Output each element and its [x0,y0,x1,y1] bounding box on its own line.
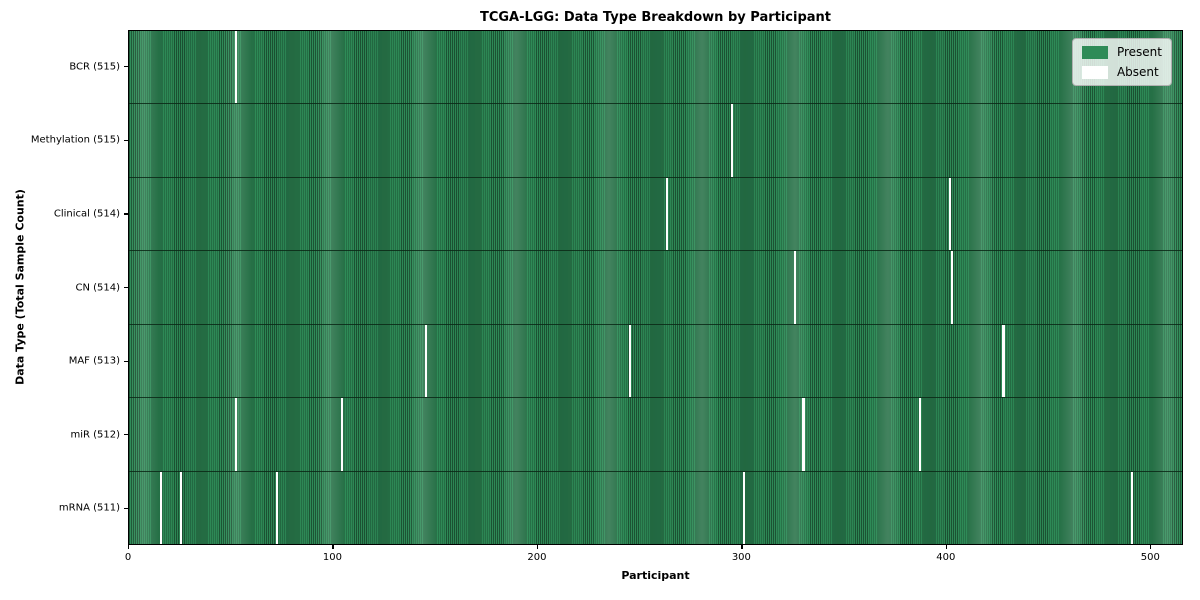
ytick-mark-mir [124,434,128,436]
row-bcr [129,31,1182,105]
legend-entry-present: Present [1081,45,1162,59]
legend-swatch-absent [1081,65,1108,79]
ytick-label-cn: CN (514) [75,282,120,293]
absent-marker-mir [341,398,344,471]
ytick-mark-mrna [124,507,128,509]
absent-marker-mrna [743,471,746,544]
absent-marker-maf [424,324,427,398]
legend-entry-absent: Absent [1081,65,1162,79]
absent-marker-maf [628,324,632,398]
legend-swatch-present [1081,45,1108,59]
absent-marker-methylation [731,104,734,177]
absent-marker-mrna [159,471,162,544]
row-methylation [129,104,1182,178]
absent-marker-mrna [275,471,279,544]
absent-marker-mir [918,398,921,471]
chart-title: TCGA-LGG: Data Type Breakdown by Partici… [479,10,832,25]
ytick-label-clinical: Clinical (514) [53,208,120,220]
absent-marker-cn [951,251,954,324]
absent-marker-clinical [665,177,668,251]
absent-marker-maf [1002,324,1005,398]
absent-marker-mir [235,398,238,471]
ytick-mark-maf [124,360,128,362]
xtick-mark-300 [741,545,743,549]
absent-marker-mrna [1130,471,1134,544]
xtick-label-200: 200 [527,552,547,563]
ytick-label-mir: miR (512) [70,429,120,441]
xtick-mark-200 [536,545,539,549]
heatmap-rows [129,31,1182,544]
legend-label-present: Present [1116,45,1162,59]
xtick-label-0: 0 [124,552,132,563]
xtick-label-500: 500 [1140,552,1160,563]
ytick-label-mrna: mRNA (511) [58,502,120,514]
xtick-mark-0 [128,545,130,549]
ytick-mark-cn [124,287,128,289]
xtick-label-100: 100 [322,552,342,563]
xtick-mark-500 [1150,545,1152,549]
ytick-label-maf: MAF (513) [68,355,120,367]
legend-label-absent: Absent [1116,65,1159,79]
x-axis-title: Participant [621,569,690,582]
ytick-mark-clinical [124,213,128,215]
ytick-label-methylation: Methylation (515) [30,134,120,146]
legend: Present Absent [1071,38,1172,86]
xtick-label-300: 300 [731,552,751,563]
xtick-mark-400 [945,545,948,549]
ytick-mark-methylation [124,139,128,142]
row-cn [129,251,1182,325]
row-maf [129,324,1182,399]
absent-marker-mir [802,398,805,471]
xtick-label-400: 400 [936,552,956,563]
row-mir [129,398,1182,472]
ytick-label-bcr: BCR (515) [69,61,120,73]
row-clinical [129,177,1182,252]
absent-marker-bcr [235,31,238,104]
row-mrna [129,471,1182,544]
xtick-mark-100 [332,545,334,549]
plot-area: Present Absent [128,30,1183,545]
ytick-mark-bcr [124,66,128,68]
absent-marker-cn [794,251,797,324]
absent-marker-mrna [180,471,183,544]
absent-marker-clinical [949,177,952,251]
